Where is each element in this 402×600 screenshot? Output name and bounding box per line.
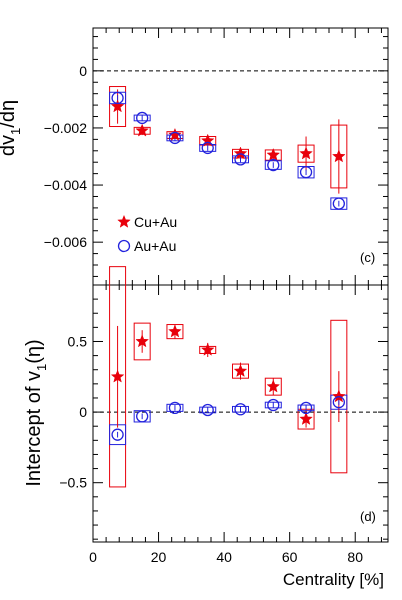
panel-d: 0.5 0 −0.5 0 20 40 60 80 Intercept of v1(η) (d… bbox=[23, 266, 389, 589]
d-star-marker bbox=[135, 334, 150, 348]
d-circle-marker bbox=[267, 398, 280, 412]
d-x-tick-label: 20 bbox=[151, 549, 167, 565]
c-sys-box bbox=[109, 86, 127, 128]
panel-c-label: (c) bbox=[360, 250, 375, 265]
panel-d-markers bbox=[110, 324, 346, 441]
d-sys-box bbox=[133, 322, 151, 361]
panel-c: 0 −0.002 −0.004 −0.006 dv1/dη (c) Cu+Au Au+… bbox=[0, 27, 389, 286]
d-circle-marker bbox=[299, 401, 313, 415]
c-star-marker bbox=[135, 123, 150, 137]
d-star-marker bbox=[266, 379, 281, 393]
legend-star-marker bbox=[117, 214, 131, 228]
c-star-marker bbox=[233, 146, 248, 160]
c-y-tick-label: 0 bbox=[79, 63, 87, 79]
c-circle-marker bbox=[111, 91, 124, 105]
panel-d-label: (d) bbox=[360, 509, 376, 524]
c-y-tick-label: −0.004 bbox=[44, 177, 87, 193]
d-star-marker bbox=[168, 324, 182, 338]
d-circle-marker bbox=[111, 428, 124, 441]
panel-d-ylabel: Intercept of v1(η) bbox=[23, 339, 49, 486]
c-star-marker bbox=[331, 149, 346, 163]
panel-d-x-axis: 0 20 40 60 80 bbox=[89, 285, 382, 565]
panel-c-markers bbox=[110, 91, 346, 210]
panel-c-y-axis: 0 −0.002 −0.004 −0.006 bbox=[44, 36, 388, 277]
d-circle-marker bbox=[234, 403, 247, 416]
c-circle-marker bbox=[332, 197, 345, 210]
d-y-tick-label: 0.5 bbox=[68, 333, 88, 349]
d-x-tick-label: 40 bbox=[216, 549, 232, 565]
c-circle-marker bbox=[234, 153, 247, 166]
c-star-marker bbox=[299, 146, 313, 160]
c-y-tick-label: −0.006 bbox=[44, 234, 87, 250]
legend-label-auau: Au+Au bbox=[134, 238, 176, 254]
c-circle-marker bbox=[136, 111, 149, 125]
x-axis-label: Centrality [%] bbox=[283, 570, 384, 589]
legend-star-icon bbox=[117, 214, 131, 228]
c-star-marker bbox=[200, 133, 215, 147]
d-star-marker bbox=[110, 369, 125, 383]
d-x-tick-label: 0 bbox=[89, 549, 97, 565]
legend-circle-marker bbox=[117, 239, 131, 253]
d-sys-box bbox=[166, 403, 184, 412]
d-y-tick-label: −0.5 bbox=[59, 475, 87, 491]
d-circle-marker bbox=[168, 401, 182, 415]
d-circle-marker bbox=[332, 396, 345, 409]
d-star-marker bbox=[299, 411, 313, 425]
d-sys-box bbox=[109, 266, 127, 488]
d-star-marker bbox=[200, 342, 215, 356]
panel-c-ylabel: dv1/dη bbox=[0, 100, 23, 156]
c-circle-marker bbox=[267, 158, 280, 172]
d-x-tick-label: 80 bbox=[347, 549, 363, 565]
d-star-marker bbox=[331, 389, 346, 403]
d-x-tick-label: 60 bbox=[282, 549, 298, 565]
legend-label-cuau: Cu+Au bbox=[134, 214, 177, 230]
panel-d-y-axis: 0.5 0 −0.5 bbox=[59, 284, 388, 540]
c-star-marker bbox=[110, 99, 125, 113]
legend: Cu+Au Au+Au bbox=[117, 214, 177, 254]
d-circle-marker bbox=[201, 403, 214, 417]
d-circle-marker bbox=[136, 410, 149, 423]
d-y-tick-label: 0 bbox=[79, 404, 87, 420]
legend-circle-icon bbox=[117, 239, 131, 253]
c-y-tick-label: −0.002 bbox=[44, 120, 87, 136]
c-circle-marker bbox=[299, 166, 313, 179]
panel-c-x-axis bbox=[92, 28, 382, 285]
c-star-marker bbox=[168, 127, 182, 141]
d-star-marker bbox=[233, 363, 248, 377]
c-star-marker bbox=[266, 147, 281, 161]
c-circle-marker bbox=[168, 131, 182, 145]
c-circle-marker bbox=[201, 141, 214, 155]
